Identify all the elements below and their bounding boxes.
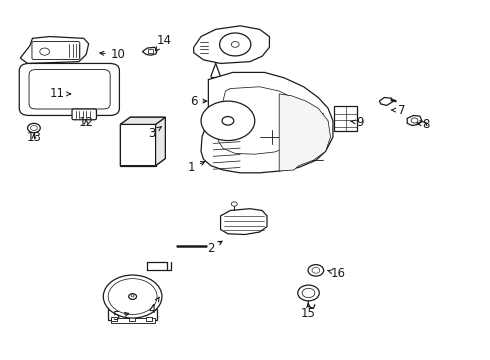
Text: 2: 2: [207, 241, 222, 255]
Polygon shape: [121, 117, 165, 125]
Bar: [129, 317, 135, 320]
Polygon shape: [194, 26, 270, 63]
Text: 8: 8: [416, 118, 429, 131]
Circle shape: [40, 48, 49, 55]
Circle shape: [411, 118, 418, 123]
FancyBboxPatch shape: [29, 69, 110, 109]
Polygon shape: [121, 117, 165, 166]
FancyBboxPatch shape: [72, 109, 97, 120]
Circle shape: [231, 41, 239, 47]
Polygon shape: [220, 209, 267, 234]
Text: 10: 10: [100, 48, 125, 61]
Bar: [108, 309, 157, 320]
Circle shape: [103, 275, 162, 318]
Text: 15: 15: [301, 303, 316, 320]
Circle shape: [220, 33, 251, 56]
Bar: [111, 318, 155, 323]
Circle shape: [131, 295, 134, 297]
Text: 3: 3: [148, 127, 161, 140]
Circle shape: [108, 279, 157, 315]
Polygon shape: [156, 117, 165, 166]
Polygon shape: [279, 94, 331, 171]
Circle shape: [312, 267, 320, 273]
Text: 6: 6: [190, 95, 207, 108]
Polygon shape: [218, 87, 306, 154]
Bar: [334, 106, 357, 131]
Circle shape: [201, 101, 255, 140]
Circle shape: [27, 123, 40, 133]
Polygon shape: [143, 47, 157, 55]
Text: 13: 13: [26, 131, 41, 144]
FancyBboxPatch shape: [32, 41, 80, 59]
Text: 7: 7: [392, 104, 405, 117]
Bar: [111, 317, 117, 320]
Bar: [147, 317, 152, 320]
Circle shape: [298, 285, 319, 301]
Text: 5: 5: [112, 310, 129, 323]
Text: 12: 12: [79, 116, 94, 129]
Bar: [148, 49, 153, 53]
Polygon shape: [201, 72, 333, 173]
Bar: [121, 125, 156, 166]
Text: 14: 14: [155, 34, 172, 51]
Text: 16: 16: [327, 267, 345, 280]
Circle shape: [222, 117, 234, 125]
Circle shape: [302, 288, 315, 298]
Circle shape: [231, 202, 237, 206]
Polygon shape: [20, 37, 89, 63]
Text: 1: 1: [188, 161, 205, 174]
Circle shape: [308, 265, 324, 276]
Text: 9: 9: [350, 116, 364, 129]
Polygon shape: [407, 116, 422, 126]
Circle shape: [129, 294, 137, 300]
Polygon shape: [379, 98, 392, 105]
Text: 11: 11: [49, 87, 71, 100]
Text: 4: 4: [148, 297, 159, 316]
FancyBboxPatch shape: [19, 63, 120, 116]
Circle shape: [30, 126, 37, 131]
